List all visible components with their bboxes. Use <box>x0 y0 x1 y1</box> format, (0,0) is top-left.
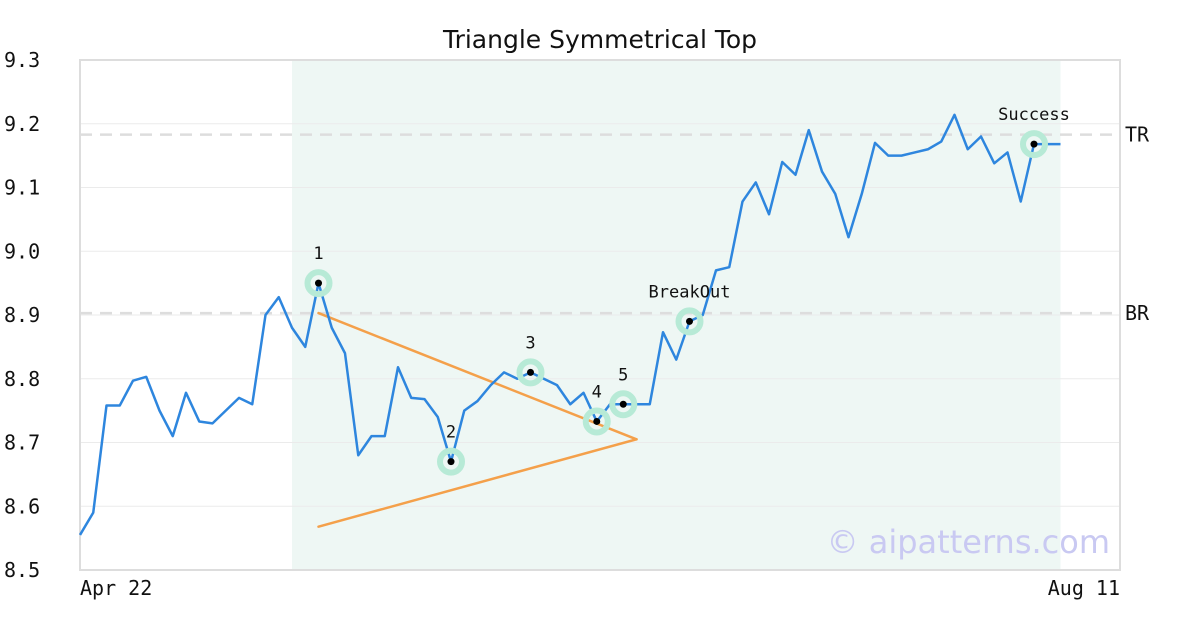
marker-dot <box>527 368 534 376</box>
pattern-markers: 1 2 3 45 BreakOut Success <box>304 105 1070 476</box>
plot-frame <box>79 59 1121 571</box>
pattern-point-success: Success <box>998 105 1070 159</box>
triangle-line <box>317 438 638 528</box>
y-tick-label: 8.8 <box>4 367 40 391</box>
reference-labels: TR BR <box>1125 123 1150 326</box>
marker-dot <box>686 317 693 325</box>
point-label: BreakOut <box>649 282 731 302</box>
marker-dot <box>315 279 322 287</box>
marker-halo <box>304 269 333 298</box>
price-line <box>78 113 1061 536</box>
x-tick-label: Aug 11 <box>1048 576 1120 600</box>
marker-halo <box>1020 130 1048 159</box>
marker-halo <box>582 407 611 436</box>
pattern-point-3: 3 <box>516 333 545 387</box>
reference-lines <box>80 133 1120 315</box>
marker-halo <box>437 447 465 476</box>
y-tick-label: 8.6 <box>4 494 40 518</box>
point-label: 3 <box>525 333 535 353</box>
point-label: 5 <box>618 365 628 385</box>
marker-dot <box>593 417 601 425</box>
marker-halo <box>609 390 638 419</box>
marker-halo <box>675 307 704 336</box>
marker-dot <box>1030 140 1038 148</box>
reference-label-tr: TR <box>1125 123 1150 147</box>
point-label: 4 <box>592 382 602 402</box>
pattern-point-4: 4 <box>582 382 611 436</box>
marker-dot <box>447 458 455 466</box>
y-tick-label: 9.0 <box>4 239 40 263</box>
marker-dot <box>619 400 627 408</box>
point-label: 2 <box>446 423 456 443</box>
x-tick-label: Apr 22 <box>80 576 152 600</box>
point-label: Success <box>998 105 1070 125</box>
x-tick-labels: Apr 22 Aug 11 <box>80 576 1120 600</box>
y-tick-label: 9.2 <box>4 112 40 136</box>
y-tick-labels: 8.5 8.6 8.7 8.8 8.9 9.0 9.1 9.2 9.3 <box>4 48 40 582</box>
y-tick-label: 8.9 <box>4 303 40 327</box>
y-tick-label: 9.3 <box>4 48 40 72</box>
pattern-point-1: 1 <box>304 244 333 298</box>
pattern-point-5: 5 <box>609 365 638 419</box>
y-tick-label: 8.7 <box>4 431 40 455</box>
pattern-point-breakout: BreakOut <box>649 282 731 336</box>
chart-title: Triangle Symmetrical Top <box>442 25 757 54</box>
y-tick-label: 8.5 <box>4 558 40 582</box>
watermark: © aipatterns.com <box>827 523 1110 561</box>
y-tick-label: 9.1 <box>4 176 40 200</box>
pattern-point-2: 2 <box>437 423 465 476</box>
marker-halo <box>516 358 545 387</box>
reference-label-br: BR <box>1125 301 1150 325</box>
point-label: 1 <box>313 244 323 264</box>
